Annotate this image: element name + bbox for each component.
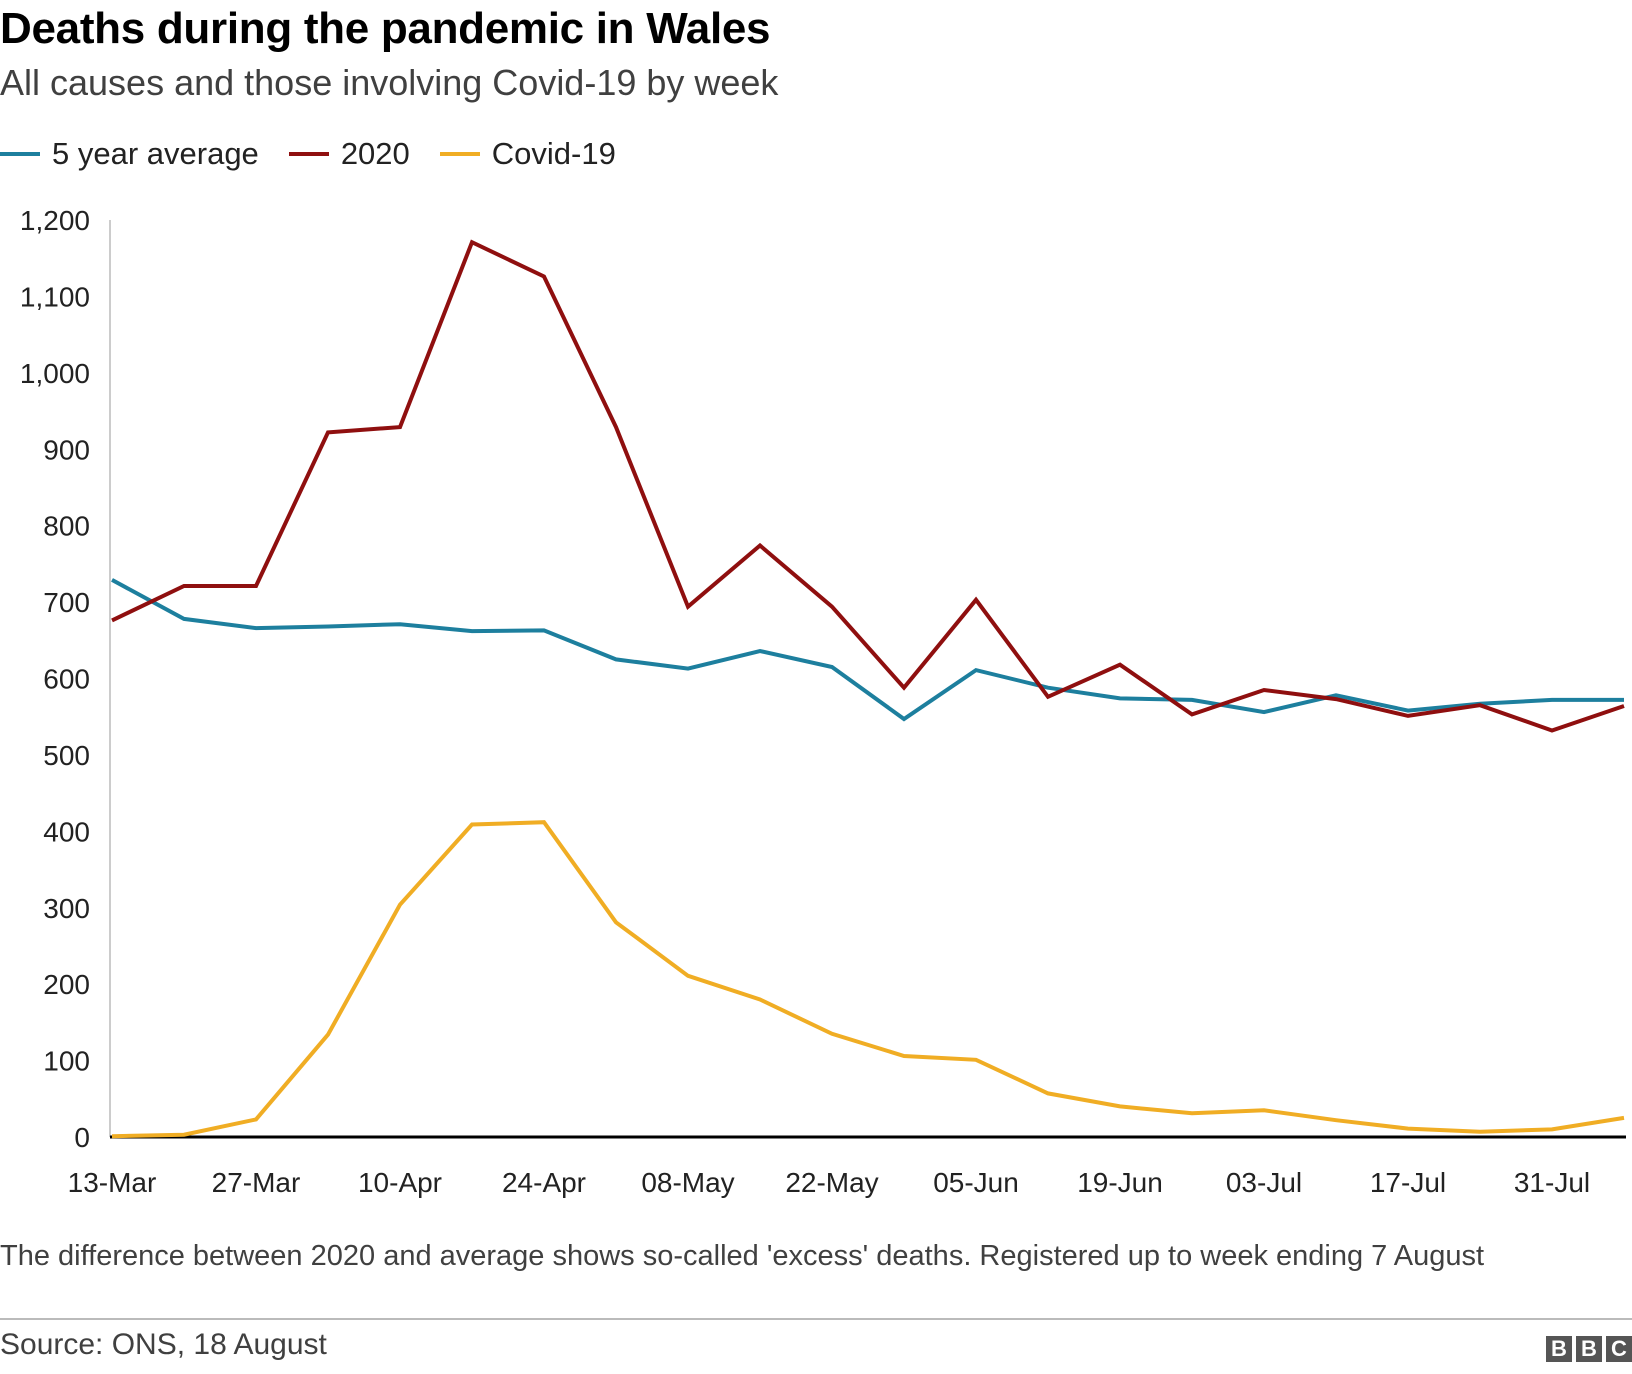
x-axis-ticks: 13-Mar 27-Mar 10-Apr 24-Apr 08-May 22-May 05-J… (68, 1167, 1590, 1198)
y-tick-label: 1,200 (20, 205, 90, 236)
legend-item-5-year-average: 5 year average (0, 136, 259, 172)
legend-swatch-covid-19 (439, 152, 480, 156)
x-tick-label: 17-Jul (1370, 1167, 1446, 1198)
y-tick-label: 500 (43, 740, 90, 771)
x-tick-label: 27-Mar (212, 1167, 301, 1198)
legend-swatch-2020 (288, 152, 329, 156)
x-tick-label: 08-May (641, 1167, 734, 1198)
y-tick-label: 900 (43, 434, 90, 465)
chart-legend: 5 year average 2020 Covid-19 (0, 136, 646, 172)
legend-label-2020: 2020 (340, 136, 410, 171)
y-tick-label: 700 (43, 587, 90, 618)
chart-subtitle: All causes and those involving Covid-19 … (0, 62, 779, 103)
x-tick-label: 03-Jul (1226, 1167, 1302, 1198)
series-line-2020 (111, 239, 1625, 733)
y-tick-label: 200 (43, 969, 90, 1000)
legend-swatch-5-year-average (0, 152, 40, 156)
y-tick-label: 1,100 (20, 281, 90, 312)
y-axis-ticks: 0 100 200 300 400 500 600 700 800 900 1,000 1,100 1,… (20, 205, 90, 1153)
bbc-logo-block: B (1546, 1336, 1572, 1362)
x-tick-label: 31-Jul (1514, 1167, 1590, 1198)
x-tick-label: 22-May (785, 1167, 878, 1198)
y-tick-label: 100 (43, 1046, 90, 1077)
x-tick-label: 10-Apr (358, 1167, 442, 1198)
bbc-logo-block: C (1606, 1336, 1632, 1362)
y-tick-label: 0 (74, 1122, 90, 1153)
legend-label-covid-19: Covid-19 (491, 136, 616, 171)
x-tick-label: 19-Jun (1077, 1167, 1163, 1198)
y-tick-label: 400 (43, 816, 90, 847)
source-text: Source: ONS, 18 August (0, 1328, 327, 1361)
footer-divider (0, 1318, 1632, 1320)
series-line-5-year-average (111, 578, 1624, 722)
footnote: The difference between 2020 and average … (0, 1240, 1485, 1272)
series-lines (111, 239, 1625, 1139)
series-line-covid-19 (111, 820, 1625, 1139)
y-tick-label: 1,000 (20, 358, 90, 389)
bbc-logo: B B C (1542, 1336, 1632, 1362)
y-tick-label: 600 (43, 664, 90, 695)
x-tick-label: 24-Apr (502, 1167, 586, 1198)
legend-item-2020: 2020 (288, 136, 410, 172)
y-tick-label: 300 (43, 893, 90, 924)
legend-item-covid-19: Covid-19 (439, 136, 616, 172)
x-tick-label: 13-Mar (68, 1167, 157, 1198)
bbc-logo-block: B (1576, 1336, 1602, 1362)
chart-title: Deaths during the pandemic in Wales (0, 4, 771, 53)
y-tick-label: 800 (43, 511, 90, 542)
x-tick-label: 05-Jun (933, 1167, 1019, 1198)
legend-label-5-year-average: 5 year average (52, 136, 259, 171)
line-chart: 0 100 200 300 400 500 600 700 800 900 1,000 1,100 1,… (20, 205, 1626, 1198)
